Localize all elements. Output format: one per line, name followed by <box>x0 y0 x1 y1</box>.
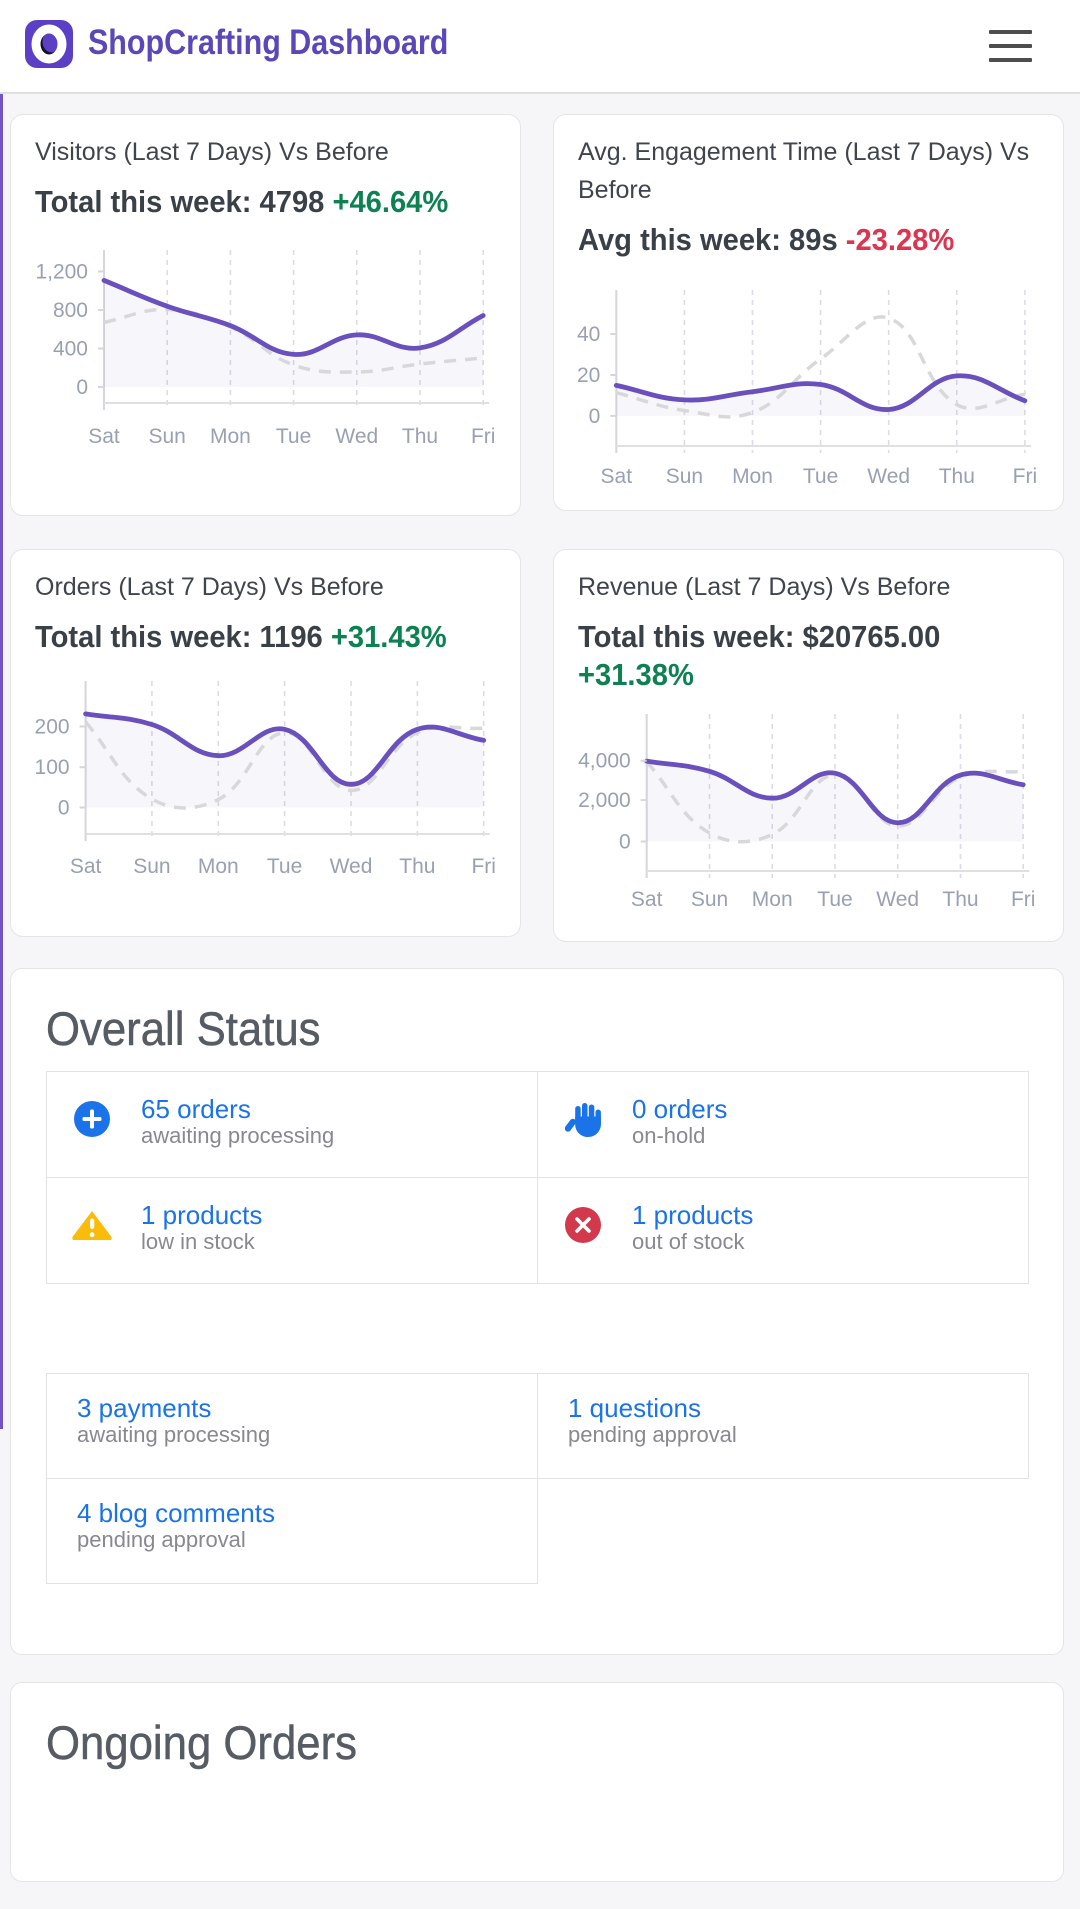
svg-text:200: 200 <box>34 715 69 738</box>
svg-text:0: 0 <box>619 830 631 853</box>
svg-text:Thu: Thu <box>401 425 437 448</box>
svg-text:Sun: Sun <box>148 425 185 448</box>
svg-text:800: 800 <box>52 299 87 322</box>
svg-text:Thu: Thu <box>938 465 974 488</box>
svg-text:4,000: 4,000 <box>578 749 631 772</box>
svg-text:0: 0 <box>588 404 600 427</box>
svg-text:Sat: Sat <box>88 425 120 448</box>
svg-text:Fri: Fri <box>1012 465 1037 488</box>
svg-text:Tue: Tue <box>275 425 310 448</box>
svg-text:Fri: Fri <box>1010 888 1034 911</box>
svg-text:Fri: Fri <box>471 855 496 878</box>
svg-text:Tue: Tue <box>817 888 852 911</box>
svg-text:0: 0 <box>76 376 88 399</box>
svg-text:Sun: Sun <box>133 855 170 878</box>
svg-text:2,000: 2,000 <box>578 789 631 812</box>
svg-text:Sat: Sat <box>69 855 101 878</box>
svg-text:Sun: Sun <box>665 465 702 488</box>
svg-text:400: 400 <box>52 337 87 360</box>
svg-text:1,200: 1,200 <box>35 260 88 283</box>
svg-text:100: 100 <box>34 756 69 779</box>
svg-text:0: 0 <box>57 796 69 819</box>
svg-text:Mon: Mon <box>197 855 238 878</box>
svg-text:Tue: Tue <box>802 465 837 488</box>
svg-text:Wed: Wed <box>876 888 919 911</box>
svg-text:Sat: Sat <box>630 888 662 911</box>
svg-text:Mon: Mon <box>732 465 773 488</box>
svg-text:Sat: Sat <box>600 465 632 488</box>
svg-text:Tue: Tue <box>266 855 301 878</box>
svg-text:Mon: Mon <box>209 425 250 448</box>
svg-text:Mon: Mon <box>751 888 792 911</box>
svg-text:Fri: Fri <box>470 425 495 448</box>
svg-text:20: 20 <box>576 364 599 387</box>
svg-text:Wed: Wed <box>329 855 372 878</box>
svg-text:40: 40 <box>576 323 599 346</box>
svg-text:Thu: Thu <box>399 855 435 878</box>
svg-text:Wed: Wed <box>335 425 378 448</box>
svg-text:Thu: Thu <box>942 888 978 911</box>
svg-text:Sun: Sun <box>690 888 727 911</box>
svg-text:Wed: Wed <box>867 465 910 488</box>
